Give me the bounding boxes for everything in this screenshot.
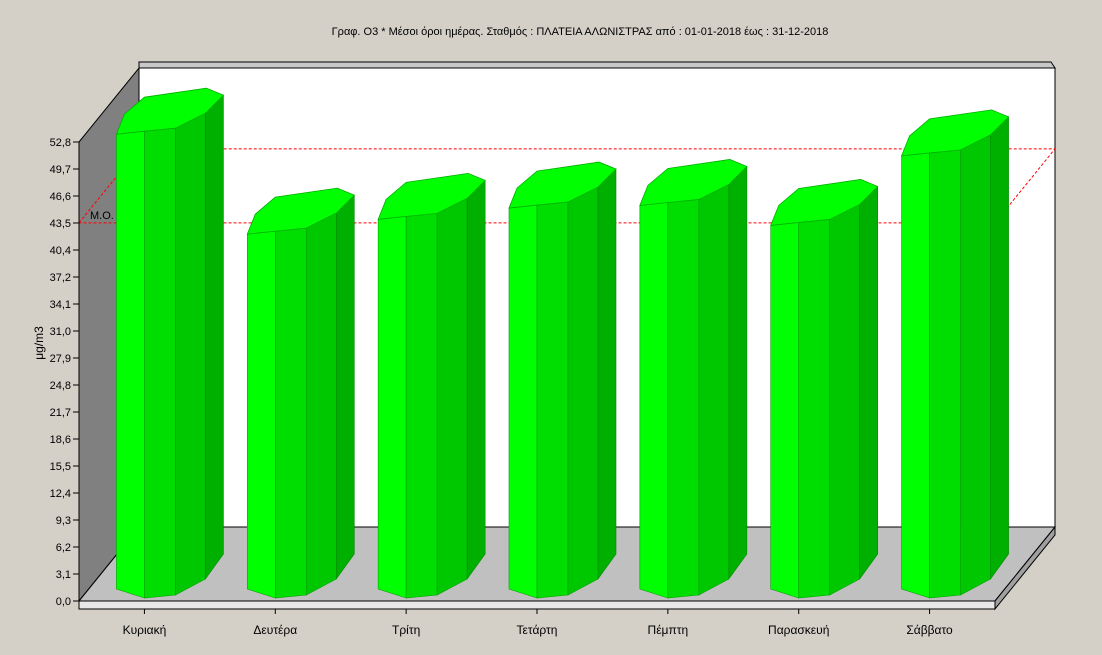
bar-top-face xyxy=(900,109,1010,157)
bar-mid-face xyxy=(536,201,569,599)
bar-back-face xyxy=(205,94,224,580)
y-tick-label: 18,6 xyxy=(50,434,71,446)
bar-mid-face xyxy=(798,219,831,599)
bar-mid-face xyxy=(405,213,438,599)
chart-title: Γραφ. O3 * Μέσοι όροι ημέρας. Σταθμός : … xyxy=(332,26,829,38)
y-tick-label: 6,2 xyxy=(56,542,71,554)
x-tick-label: Τρίτη xyxy=(392,623,420,637)
bar-back-face xyxy=(859,185,879,580)
bar-side-face xyxy=(829,203,861,596)
bar-back-face xyxy=(466,179,486,580)
y-tick-label: 37,2 xyxy=(50,272,71,284)
bar-front-face xyxy=(770,222,800,599)
bar-mid-face xyxy=(144,127,176,599)
bar-side-face xyxy=(305,212,337,596)
y-tick-label: 46,6 xyxy=(50,191,71,203)
bar-side-face xyxy=(960,134,991,596)
x-tick-label: Σάββατο xyxy=(906,623,953,637)
y-axis-label: μg/m3 xyxy=(32,326,46,360)
bar-side-face xyxy=(567,186,599,596)
bar-top-face xyxy=(508,161,617,209)
bar-back-face xyxy=(990,116,1009,580)
bar-front-face xyxy=(639,202,669,599)
bar-top-face xyxy=(115,87,225,135)
bar-front-face xyxy=(901,152,930,599)
bar-back-face xyxy=(335,194,355,580)
back-wall-top-edge xyxy=(138,61,1056,69)
bar-mid-face xyxy=(929,149,961,599)
bar-back-face xyxy=(728,165,748,580)
y-tick-label: 52,8 xyxy=(50,137,71,149)
y-tick-label: 27,9 xyxy=(50,353,71,365)
y-tick-label: 21,7 xyxy=(50,407,71,419)
bar-top-face xyxy=(639,159,748,206)
bar-front-face xyxy=(508,204,538,599)
bar-mid-face xyxy=(667,199,700,599)
bar-top-face xyxy=(377,172,486,220)
y-tick-label: 24,8 xyxy=(50,380,71,392)
y-tick-label: 43,5 xyxy=(50,218,71,230)
bar-side-face xyxy=(436,197,468,596)
bar-back-face xyxy=(597,168,617,580)
y-tick-label: 0,0 xyxy=(56,596,71,608)
floor-right-edge xyxy=(994,525,1056,611)
bar-side-face xyxy=(698,183,730,596)
floor-front-edge xyxy=(78,600,996,610)
bar-top-face xyxy=(246,187,355,235)
y-tick-label: 9,3 xyxy=(56,515,71,527)
bar-front-face xyxy=(246,230,276,599)
bar-front-face xyxy=(116,130,145,599)
x-tick-label: Τετάρτη xyxy=(517,623,558,637)
y-tick-label: 3,1 xyxy=(56,569,71,581)
bar-side-face xyxy=(175,112,206,596)
y-tick-label: 15,5 xyxy=(50,461,71,473)
y-tick-label: 34,1 xyxy=(50,299,71,311)
y-tick-label: 31,0 xyxy=(50,326,71,338)
x-tick-label: Κυριακή xyxy=(123,623,167,637)
bar-mid-face xyxy=(274,227,307,599)
bar-top-face xyxy=(770,179,879,226)
bar-front-face xyxy=(377,216,407,599)
mean-line-label: Μ.Ο. xyxy=(90,210,114,222)
x-tick-label: Πέμπτη xyxy=(648,623,689,637)
y-tick-label: 12,4 xyxy=(50,488,71,500)
x-tick-label: Παρασκευή xyxy=(768,623,829,637)
x-tick-label: Δευτέρα xyxy=(253,623,297,637)
y-tick-label: 49,7 xyxy=(50,164,71,176)
y-tick-label: 40,4 xyxy=(50,245,71,257)
